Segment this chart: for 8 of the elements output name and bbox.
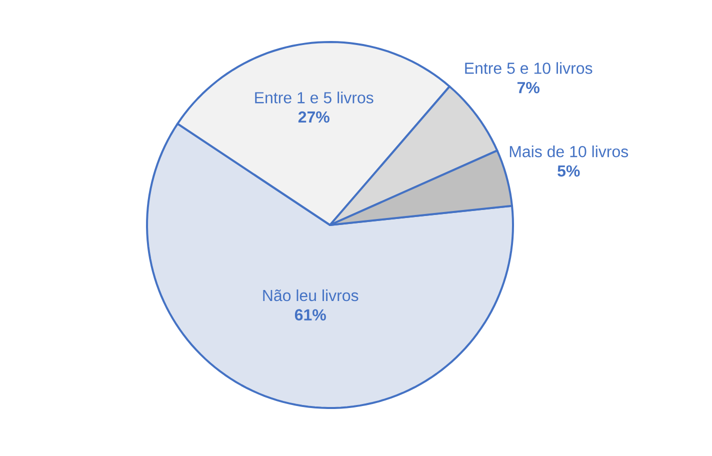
data-label: 7% <box>517 82 540 94</box>
data-label: 61% <box>294 309 326 320</box>
slice-label: Entre 5 e 10 livros <box>465 62 592 74</box>
data-label: 5% <box>558 165 580 177</box>
slice-label: Não leu livros <box>263 289 358 302</box>
slice-label: Entre 1 e 5 livros <box>255 92 374 104</box>
data-label: 27% <box>298 111 330 123</box>
slice-label: Mais de 10 livros <box>510 146 628 158</box>
